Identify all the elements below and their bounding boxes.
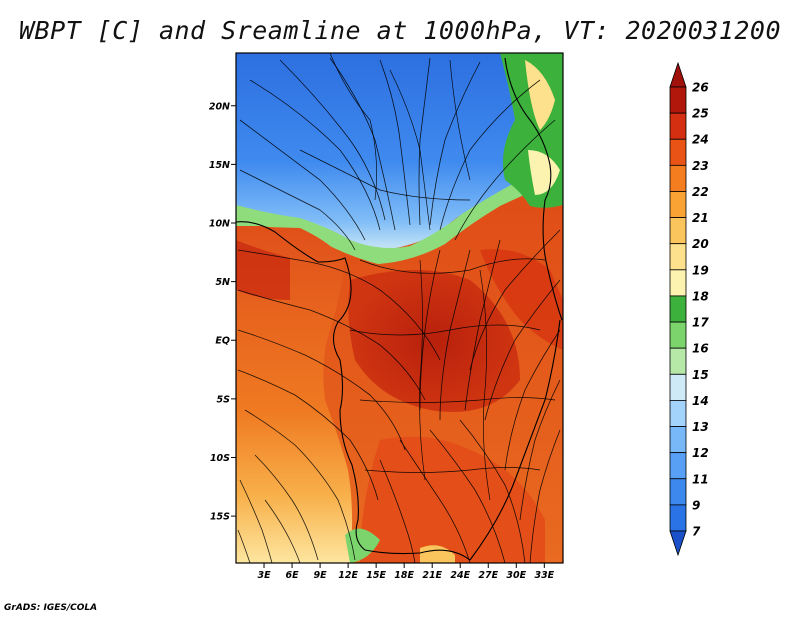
colorbar-label: 24	[692, 133, 709, 147]
colorbar-segment	[669, 243, 687, 271]
colorbar-segment	[669, 400, 687, 427]
colorbar-segment	[669, 138, 687, 166]
colorbar-segment	[669, 373, 687, 401]
lon-tick-label: 21E	[422, 570, 442, 581]
colorbar-segment	[669, 426, 687, 454]
coastlines	[236, 57, 563, 561]
colorbar-label: 16	[692, 342, 709, 356]
lon-tick-label: 6E	[286, 570, 300, 581]
colorbar-label: 14	[692, 394, 709, 408]
colorbar-label: 7	[692, 525, 701, 539]
lat-tick-label: 10N	[209, 219, 230, 230]
lat-tick-label: 10S	[210, 453, 230, 464]
colorbar-label: 11	[692, 472, 709, 486]
lon-tick-label: 30E	[506, 570, 526, 581]
colorbar-segment	[669, 217, 687, 245]
lat-tick-label: 15N	[209, 160, 230, 171]
lon-tick-label: 27E	[478, 570, 498, 581]
colorbar-segment	[669, 452, 687, 480]
lat-tick-label: 15S	[210, 512, 230, 523]
colorbar-segment	[669, 269, 687, 297]
colorbar-max-triangle	[669, 61, 687, 88]
lon-tick-label: 3E	[257, 570, 271, 581]
colorbar-label: 26	[692, 81, 709, 95]
colorbar-label: 20	[692, 237, 709, 251]
colorbar-label: 9	[692, 498, 700, 512]
colorbar-segment	[669, 504, 687, 532]
colorbar-label: 25	[692, 107, 709, 121]
longitude-axis: 3E 6E 9E 12E 15E 18E 21E 24E 27E 30E 33E	[257, 563, 555, 581]
lon-tick-label: 15E	[366, 570, 386, 581]
lon-tick-label: 18E	[394, 570, 414, 581]
lon-tick-label: 9E	[314, 570, 328, 581]
lat-tick-label: 20N	[209, 101, 230, 112]
colorbar-label: 17	[692, 316, 709, 330]
colorbar-label: 12	[692, 446, 709, 460]
colorbar-segment	[669, 295, 687, 323]
lat-tick-label: EQ	[215, 336, 230, 347]
colorbar-segment	[669, 86, 687, 114]
lon-tick-label: 12E	[338, 570, 358, 581]
lat-tick-label: 5N	[215, 277, 230, 288]
colorbar-label: 21	[692, 211, 709, 225]
colorbar: 7 9 11 12 13 14 15 16 17 18 19 20 21 22 23 24 25 26	[669, 61, 709, 557]
colorbar-segment	[669, 478, 687, 506]
colorbar-label: 15	[692, 368, 709, 382]
map-frame	[235, 52, 564, 564]
wbpt-field	[236, 53, 563, 563]
lat-tick-label: 5S	[217, 394, 231, 405]
latitude-axis: 20N 15N 10N 5N EQ 5S 10S 15S	[209, 101, 236, 523]
lon-tick-label: 33E	[534, 570, 554, 581]
colorbar-segment	[669, 347, 687, 375]
colorbar-min-triangle	[669, 530, 687, 557]
footer-credit: GrADS: IGES/COLA	[4, 603, 98, 613]
map-title: WBPT [C] and Sreamline at 1000hPa, VT: 2…	[18, 16, 781, 45]
colorbar-label: 13	[692, 420, 709, 434]
colorbar-segment	[669, 164, 687, 192]
lon-tick-label: 24E	[450, 570, 470, 581]
colorbar-label: 18	[692, 289, 709, 303]
colorbar-label: 23	[692, 159, 709, 173]
colorbar-segment	[669, 112, 687, 140]
colorbar-label: 22	[692, 185, 709, 199]
country-borders	[299, 53, 556, 501]
colorbar-segment	[669, 321, 687, 349]
colorbar-label: 19	[692, 263, 709, 277]
colorbar-segment	[669, 191, 687, 218]
